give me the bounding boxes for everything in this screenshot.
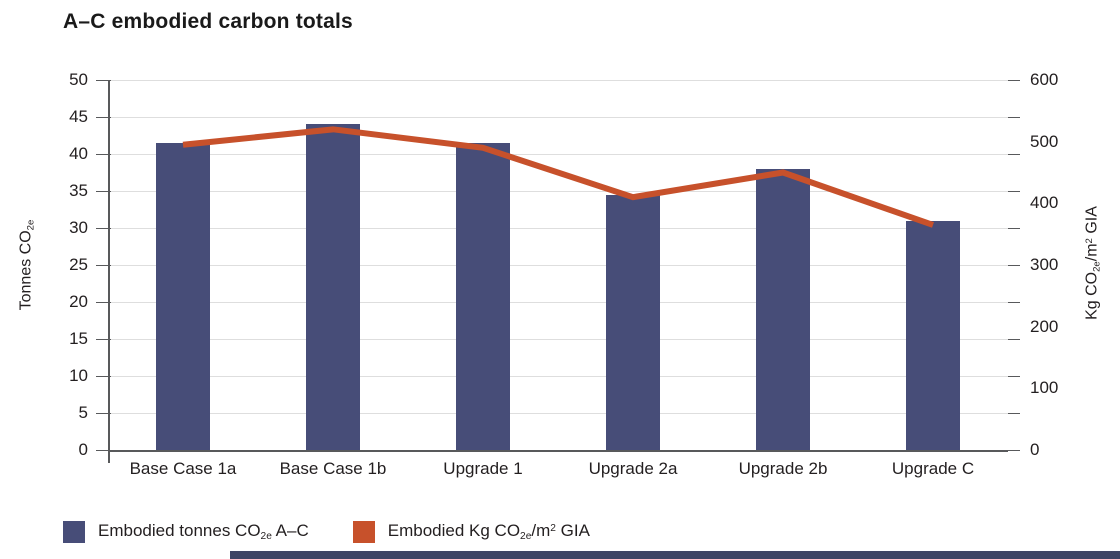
legend-line-mid: /m: [531, 521, 551, 541]
gridline: [108, 117, 1008, 118]
right-axis-tick: [1008, 302, 1020, 303]
legend-line-superscript: 2: [550, 523, 556, 535]
right-axis-tick: [1008, 265, 1020, 266]
x-axis-label-upgrade-1: Upgrade 1: [443, 459, 523, 478]
x-axis-label-base-case-1a: Base Case 1a: [129, 459, 237, 478]
left-axis-tick: [96, 339, 111, 340]
left-axis-line: [108, 80, 110, 463]
right-axis-tick-label: 100: [1030, 378, 1059, 398]
right-axis-tick: [1008, 450, 1020, 451]
x-axis-label-base-case-1b: Base Case 1b: [279, 459, 387, 478]
left-axis-tick: [96, 80, 111, 81]
gridline: [108, 339, 1008, 340]
trend-line: [182, 126, 934, 228]
legend-bar-subscript: 2e: [260, 531, 272, 543]
gridline: [108, 80, 1008, 81]
right-axis-tick-label: 0: [1030, 440, 1040, 459]
right-axis-tick-label: 400: [1030, 193, 1059, 213]
legend-bar-suffix: A–C: [271, 521, 309, 541]
trend-line-layer: [182, 126, 934, 228]
left-axis-tick: [96, 265, 111, 266]
bar-series-swatch: [63, 521, 85, 543]
right-axis-title-subscript: 2e: [1091, 261, 1103, 272]
right-axis-tick: [1008, 376, 1020, 377]
left-axis-tick: [96, 228, 111, 229]
left-axis-tick: [96, 154, 111, 155]
chart-title: A–C embodied carbon totals: [63, 10, 353, 33]
bar-upgrade-c: [906, 220, 960, 450]
bar-base-case-1b: [306, 124, 360, 450]
footer-strip: [230, 551, 1120, 559]
right-axis-tick-label: 300: [1030, 255, 1059, 274]
x-axis-label-upgrade-2b: Upgrade 2b: [738, 459, 828, 478]
right-axis-tick: [1008, 413, 1020, 414]
left-axis-tick-label: 40: [69, 144, 88, 163]
left-axis-tick-label: 45: [69, 107, 88, 126]
left-axis-tick-label: 35: [69, 181, 88, 200]
left-axis-tick: [96, 191, 111, 192]
right-axis-title-text: Kg CO: [1083, 271, 1101, 320]
left-axis-tick-label: 30: [69, 218, 88, 237]
legend: Embodied tonnes CO2e A–C Embodied Kg CO2…: [63, 521, 590, 543]
bar-upgrade-1: [456, 142, 510, 450]
line-series-label: Embodied Kg CO2e/m2 GIA: [388, 521, 590, 542]
left-axis-tick-label: 25: [69, 255, 88, 274]
left-axis-tick: [96, 376, 111, 377]
left-axis-tick-label: 0: [78, 440, 88, 459]
x-axis-line: [108, 450, 1008, 452]
right-axis-tick: [1008, 191, 1020, 192]
left-axis-tick-label: 20: [69, 292, 88, 311]
right-axis-tick-label: 200: [1030, 316, 1059, 336]
left-axis-tick-label: 15: [69, 329, 88, 348]
bar-upgrade-2b: [756, 168, 810, 450]
left-axis-tick-label: 50: [69, 70, 88, 89]
gridline: [108, 191, 1008, 192]
gridline: [108, 154, 1008, 155]
right-axis-tick-label: 500: [1030, 131, 1059, 151]
bar-series-label: Embodied tonnes CO2e A–C: [98, 521, 309, 542]
right-axis-tick: [1008, 80, 1020, 81]
legend-item-bars: Embodied tonnes CO2e A–C: [63, 521, 309, 543]
right-axis-tick: [1008, 154, 1020, 155]
left-axis-tick-label: 10: [69, 366, 88, 385]
gridline: [108, 228, 1008, 229]
left-axis-tick: [96, 302, 111, 303]
right-axis-tick-label: 600: [1030, 70, 1059, 89]
x-axis-label-upgrade-c: Upgrade C: [891, 459, 975, 478]
legend-line-suffix: GIA: [555, 521, 590, 541]
x-axis-label-upgrade-2a: Upgrade 2a: [588, 459, 678, 478]
legend-bar-text: Embodied tonnes CO: [98, 521, 261, 541]
gridline: [108, 376, 1008, 377]
line-series-swatch: [352, 521, 375, 543]
right-axis-title-superscript: 2: [1083, 238, 1095, 244]
left-axis-tick: [96, 413, 111, 414]
right-axis-tick: [1008, 117, 1020, 118]
legend-line-text: Embodied Kg CO: [387, 521, 521, 541]
legend-item-line: Embodied Kg CO2e/m2 GIA: [352, 521, 590, 543]
gridline: [108, 302, 1008, 303]
right-axis-tick: [1008, 228, 1020, 229]
left-axis-tick: [96, 117, 111, 118]
left-axis-tick: [96, 450, 111, 451]
left-axis-tick-label: 5: [78, 403, 88, 422]
legend-line-subscript: 2e: [520, 531, 532, 543]
right-axis-tick: [1008, 339, 1020, 340]
bar-upgrade-2a: [606, 194, 660, 450]
bar-base-case-1a: [156, 142, 210, 450]
gridline: [108, 265, 1008, 266]
gridline: [108, 413, 1008, 414]
